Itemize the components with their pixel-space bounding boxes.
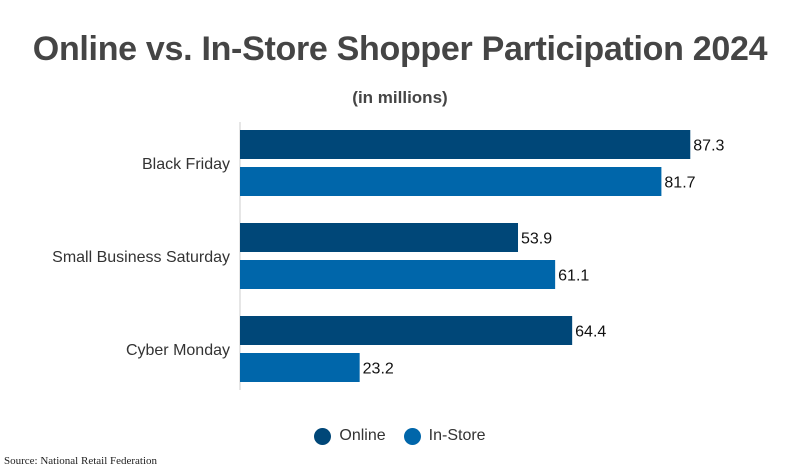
data-label: 81.7 xyxy=(664,175,695,192)
bar-online[interactable] xyxy=(240,316,573,345)
bar-in-store[interactable] xyxy=(240,353,360,382)
legend: Online In-Store xyxy=(0,427,800,445)
chart-subtitle: (in millions) xyxy=(352,88,448,107)
legend-swatch-online xyxy=(314,427,332,445)
legend-label-in-store: In-Store xyxy=(428,427,486,444)
legend-item-online[interactable]: Online xyxy=(314,427,386,445)
data-label: 87.3 xyxy=(693,138,724,155)
bar-online[interactable] xyxy=(240,130,691,159)
bar-in-store[interactable] xyxy=(240,167,662,196)
category-label: Cyber Monday xyxy=(126,342,230,359)
source-note: Source: National Retail Federation xyxy=(4,455,158,467)
data-label: 64.4 xyxy=(575,324,606,341)
data-label: 53.9 xyxy=(521,231,552,248)
legend-label-online: Online xyxy=(339,427,386,444)
category-label: Black Friday xyxy=(142,156,230,173)
data-label: 23.2 xyxy=(363,361,394,378)
chart-title: Online vs. In-Store Shopper Participatio… xyxy=(32,30,768,68)
bar-in-store[interactable] xyxy=(240,260,556,289)
legend-item-in-store[interactable]: In-Store xyxy=(403,427,486,445)
bar-online[interactable] xyxy=(240,223,519,252)
data-label: 61.1 xyxy=(558,268,589,285)
category-label: Small Business Saturday xyxy=(52,249,230,266)
legend-swatch-in-store xyxy=(403,427,421,445)
